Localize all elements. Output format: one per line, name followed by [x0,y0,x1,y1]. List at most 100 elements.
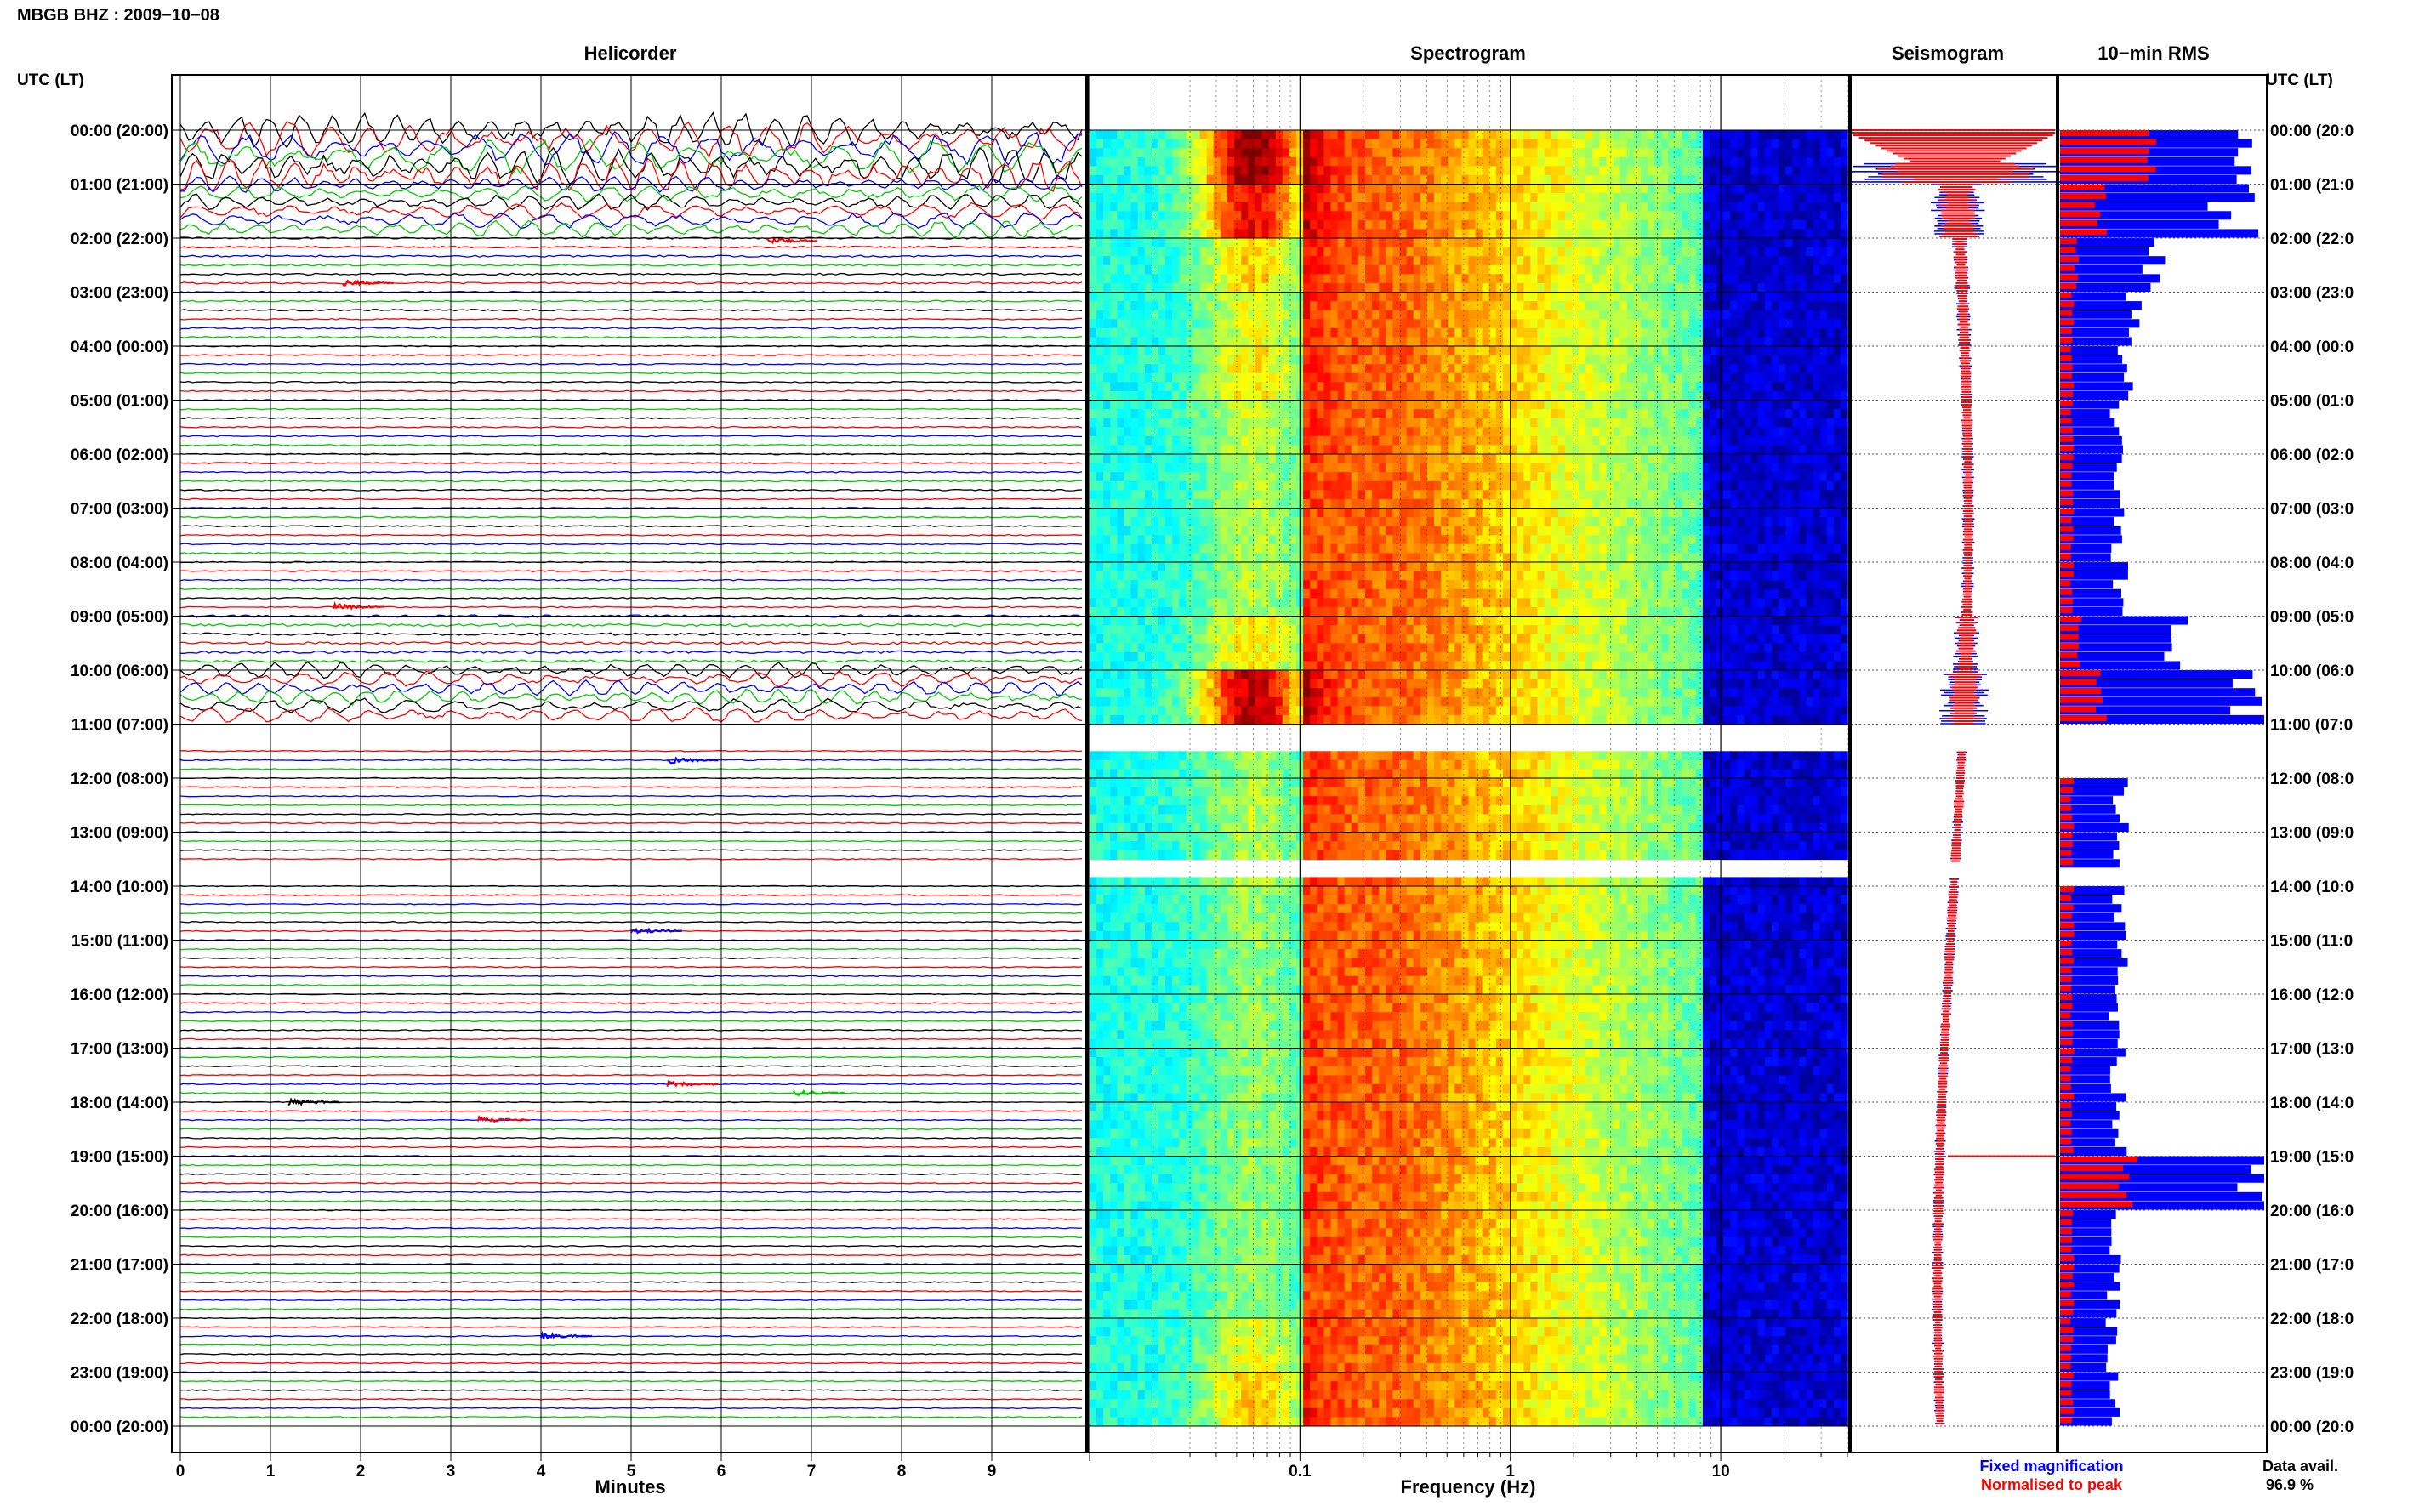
spectrogram-cell [1303,418,1311,428]
spectrogram-cell [1400,185,1408,194]
spectrogram-cell [1365,454,1373,463]
spectrogram-cell [1158,535,1166,544]
spectrogram-cell [1523,418,1531,428]
spectrogram-cell [1689,319,1697,328]
spectrogram-cell [1530,265,1538,275]
spectrogram-cell [1317,220,1324,230]
spectrogram-cell [1317,328,1324,338]
spectrogram-cell [1620,364,1628,373]
spectrogram-cell [1565,401,1573,410]
spectrogram-cell [1641,265,1648,275]
spectrogram-cell [1179,130,1187,139]
spectrogram-cell [1283,391,1290,401]
spectrogram-cell [1510,256,1517,265]
spectrogram-cell [1592,175,1600,185]
spectrogram-cell [1414,427,1421,436]
spectrogram-cell [1703,229,1710,238]
spectrogram-cell [1476,401,1483,410]
spectrogram-cell [1634,211,1642,220]
spectrogram-cell [1414,517,1421,526]
spectrogram-cell [1545,283,1552,293]
spectrogram-cell [1323,535,1331,544]
spectrogram-cell [1641,293,1648,302]
spectrogram-cell [1207,166,1215,175]
spectrogram-cell [1400,436,1408,446]
spectrogram-cell [1834,409,1841,418]
spectrogram-cell [1834,445,1841,454]
spectrogram-cell [1248,229,1255,238]
spectrogram-cell [1476,526,1483,536]
spectrogram-cell [1407,364,1414,373]
spectrogram-cell [1269,517,1277,526]
spectrogram-cell [1827,175,1835,185]
spectrogram-cell [1641,301,1648,310]
spectrogram-cell [1441,409,1449,418]
spectrogram-cell [1654,139,1662,149]
spectrogram-cell [1813,238,1821,247]
spectrogram-cell [1461,454,1469,463]
spectrogram-cell [1517,130,1524,139]
spectrogram-cell [1634,373,1642,383]
spectrogram-cell [1530,427,1538,436]
spectrogram-cell [1558,445,1566,454]
spectrogram-cell [1303,391,1311,401]
spectrogram-cell [1262,499,1270,509]
spectrogram-cell [1310,535,1318,544]
spectrogram-cell [1503,373,1511,383]
spectrogram-cell [1496,391,1504,401]
spectrogram-cell [1779,157,1786,167]
spectrogram-cell [1545,293,1552,302]
spectrogram-cell [1269,382,1277,391]
spectrogram-cell [1634,472,1642,481]
spectrogram-cell [1310,301,1318,310]
spectrogram-cell [1407,436,1414,446]
spectrogram-cell [1496,481,1504,491]
spectrogram-cell [1772,355,1779,365]
spectrogram-cell [1248,283,1255,293]
spectrogram-cell [1172,301,1180,310]
spectrogram-cell [1372,310,1380,320]
spectrogram-cell [1241,463,1249,473]
spectrogram-cell [1551,463,1559,473]
spectrogram-cell [1545,472,1552,481]
spectrogram-cell [1668,401,1676,410]
spectrogram-cell [1234,328,1242,338]
spectrogram-cell [1799,499,1807,509]
spectrogram-cell [1558,211,1566,220]
spectrogram-cell [1558,409,1566,418]
spectrogram-cell [1489,293,1497,302]
spectrogram-cell [1241,148,1249,157]
spectrogram-cell [1648,319,1655,328]
spectrogram-cell [1172,202,1180,212]
spectrogram-cell [1323,202,1331,212]
spectrogram-cell [1303,247,1311,257]
spectrogram-cell [1614,373,1621,383]
spectrogram-cell [1331,401,1339,410]
spectrogram-cell [1365,274,1373,283]
spectrogram-cell [1338,193,1346,202]
spectrogram-cell [1517,472,1524,481]
spectrogram-cell [1158,211,1166,220]
spectrogram-cell [1310,364,1318,373]
spectrogram-cell [1400,283,1408,293]
spectrogram-cell [1799,373,1807,383]
spectrogram-cell [1696,427,1704,436]
spectrogram-cell [1551,355,1559,365]
spectrogram-cell [1703,391,1710,401]
spectrogram-cell [1158,355,1166,365]
spectrogram-cell [1772,463,1779,473]
spectrogram-cell [1434,355,1442,365]
spectrogram-cell [1676,157,1683,167]
spectrogram-cell [1131,517,1139,526]
spectrogram-cell [1158,463,1166,473]
spectrogram-cell [1730,301,1738,310]
spectrogram-cell [1813,382,1821,391]
spectrogram-cell [1448,382,1455,391]
spectrogram-cell [1634,283,1642,293]
spectrogram-cell [1454,463,1462,473]
spectrogram-cell [1207,509,1215,518]
spectrogram-cell [1454,481,1462,491]
spectrogram-cell [1648,148,1655,157]
spectrogram-cell [1785,220,1793,230]
spectrogram-cell [1352,319,1359,328]
